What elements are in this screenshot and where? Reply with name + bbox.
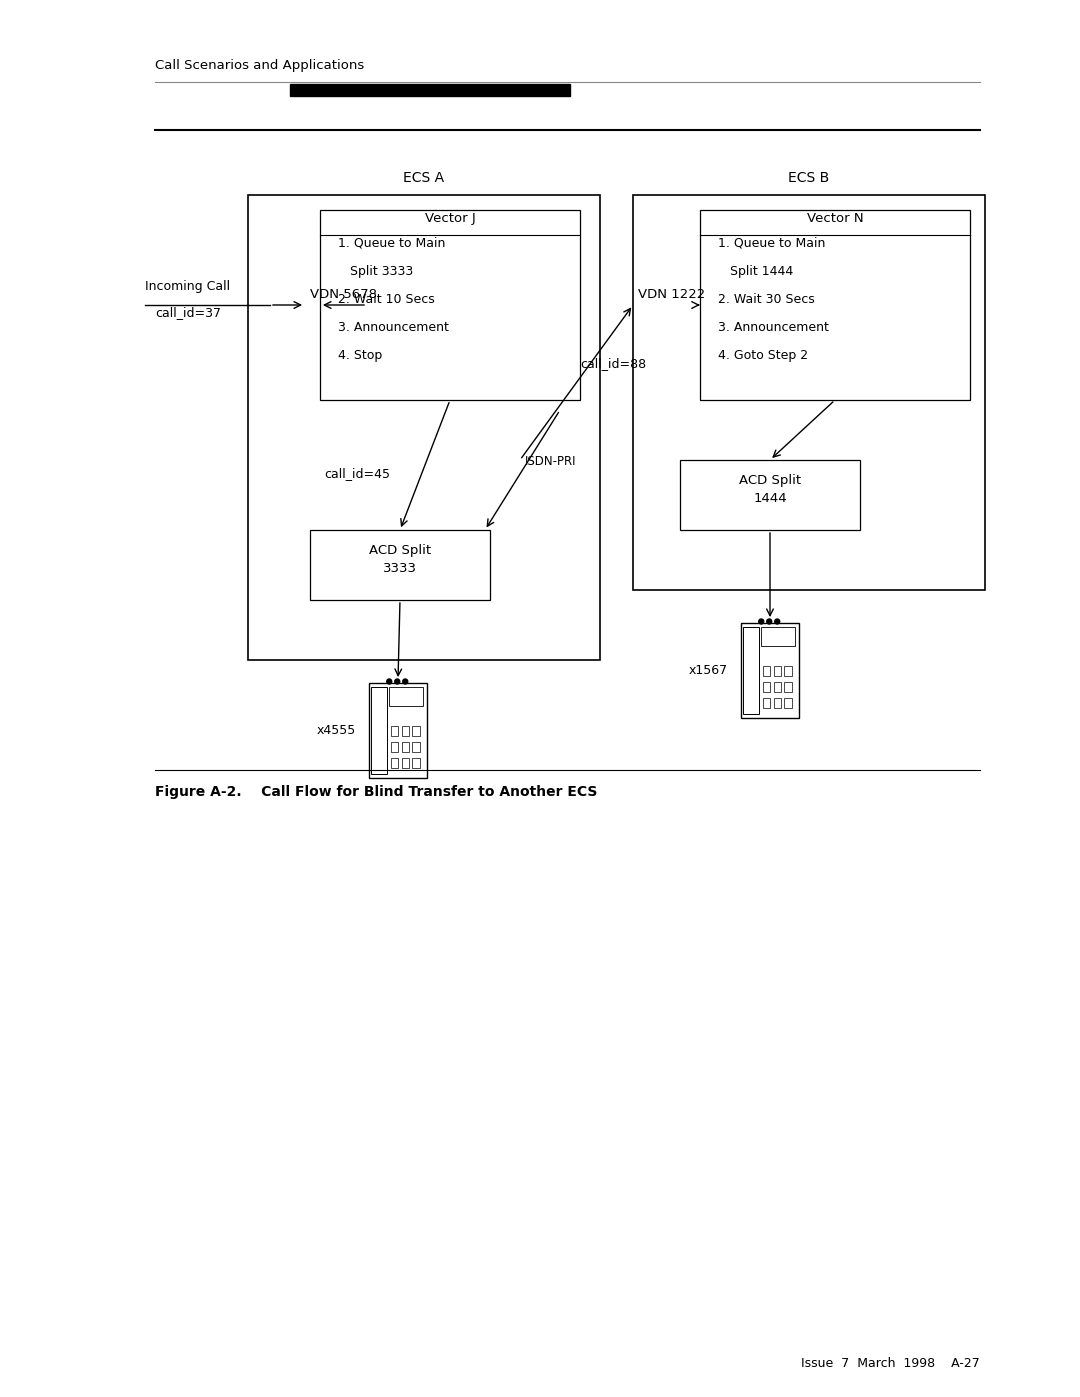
Bar <box>774 697 781 707</box>
Text: Split 1444: Split 1444 <box>718 265 793 278</box>
Text: x4555: x4555 <box>316 724 356 736</box>
Bar <box>372 686 388 774</box>
Bar <box>761 626 795 645</box>
Circle shape <box>403 679 408 685</box>
Text: call_id=37: call_id=37 <box>156 306 221 319</box>
Bar <box>764 697 770 707</box>
Bar <box>248 196 600 659</box>
Bar <box>413 757 420 767</box>
Text: Figure A-2.    Call Flow for Blind Transfer to Another ECS: Figure A-2. Call Flow for Blind Transfer… <box>156 785 597 799</box>
Bar <box>774 682 781 692</box>
Bar <box>743 626 759 714</box>
Text: 1. Queue to Main: 1. Queue to Main <box>718 237 825 250</box>
Bar <box>680 460 860 529</box>
Text: x1567: x1567 <box>689 664 728 676</box>
Circle shape <box>767 619 772 624</box>
Text: VDN 1222: VDN 1222 <box>638 288 705 300</box>
Text: ISDN-PRI: ISDN-PRI <box>525 455 577 468</box>
Text: call_id=88: call_id=88 <box>580 358 646 370</box>
Bar <box>389 686 423 705</box>
Bar <box>369 683 427 778</box>
Text: 4. Goto Step 2: 4. Goto Step 2 <box>718 349 808 362</box>
Circle shape <box>387 679 392 685</box>
Text: 3. Announcement: 3. Announcement <box>338 321 449 334</box>
Text: 1444: 1444 <box>753 492 787 504</box>
Bar <box>741 623 799 718</box>
Text: 2. Wait 10 Secs: 2. Wait 10 Secs <box>338 293 435 306</box>
Bar <box>402 757 409 767</box>
Circle shape <box>774 619 780 624</box>
Bar <box>633 196 985 590</box>
Bar <box>391 757 399 767</box>
Text: 3. Announcement: 3. Announcement <box>718 321 828 334</box>
Bar <box>764 665 770 676</box>
Bar <box>413 725 420 735</box>
Text: Vector N: Vector N <box>807 212 863 225</box>
Text: Split 3333: Split 3333 <box>338 265 414 278</box>
Bar <box>700 210 970 400</box>
Circle shape <box>395 679 400 685</box>
Text: 1. Queue to Main: 1. Queue to Main <box>338 237 445 250</box>
Bar <box>413 742 420 752</box>
Text: Call Scenarios and Applications: Call Scenarios and Applications <box>156 59 364 73</box>
Text: 3333: 3333 <box>383 562 417 576</box>
Text: VDN 5678: VDN 5678 <box>310 288 377 300</box>
Bar <box>784 665 792 676</box>
Text: Vector J: Vector J <box>424 212 475 225</box>
Text: Issue  7  March  1998    A-27: Issue 7 March 1998 A-27 <box>801 1356 980 1370</box>
Text: ECS A: ECS A <box>404 170 445 184</box>
Bar <box>764 682 770 692</box>
Text: ACD Split: ACD Split <box>369 543 431 557</box>
Bar <box>784 682 792 692</box>
Text: call_id=45: call_id=45 <box>324 467 390 481</box>
Bar <box>774 665 781 676</box>
Text: 2. Wait 30 Secs: 2. Wait 30 Secs <box>718 293 814 306</box>
Bar <box>402 742 409 752</box>
Circle shape <box>759 619 764 624</box>
Bar <box>391 742 399 752</box>
Bar <box>291 84 570 96</box>
Text: Incoming Call: Incoming Call <box>145 279 230 293</box>
Bar <box>320 210 580 400</box>
Bar <box>391 725 399 735</box>
Bar <box>784 697 792 707</box>
Text: ECS B: ECS B <box>788 170 829 184</box>
Text: 4. Stop: 4. Stop <box>338 349 382 362</box>
Bar <box>310 529 490 599</box>
Text: ACD Split: ACD Split <box>739 474 801 488</box>
Bar <box>402 725 409 735</box>
